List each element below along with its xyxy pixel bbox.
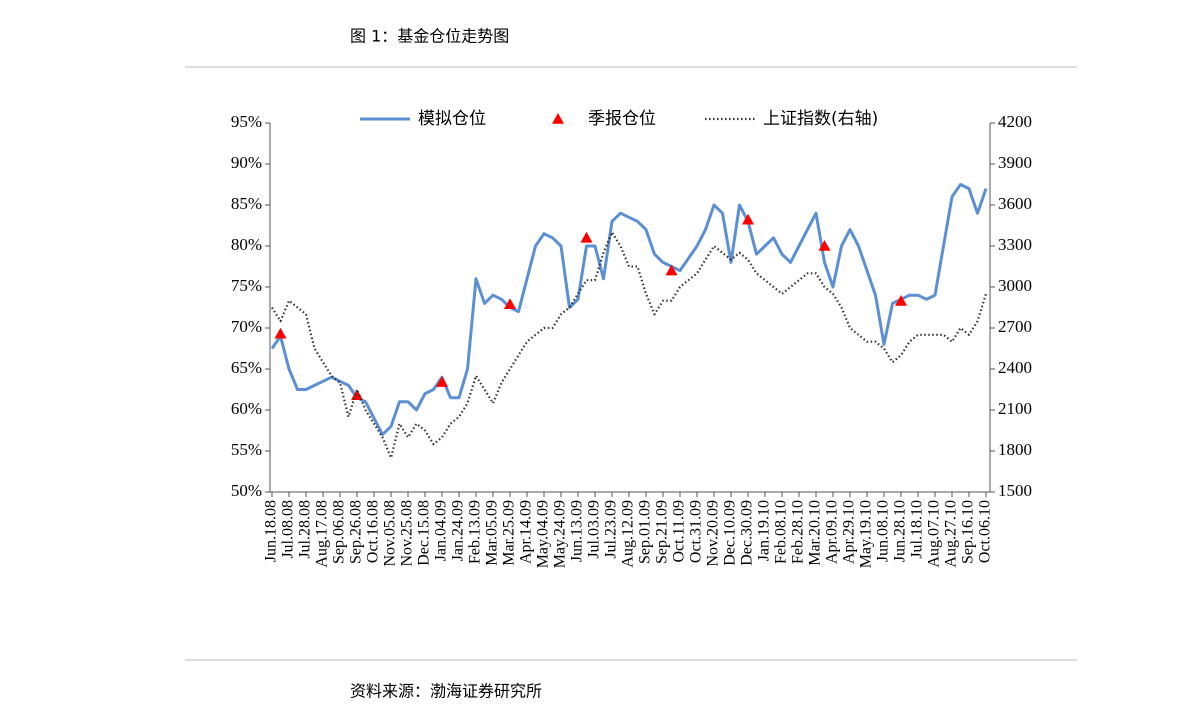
marker: [274, 327, 287, 339]
legend-label: 上证指数(右轴): [763, 109, 878, 129]
x-tick-label: Jun.18.08: [263, 500, 280, 562]
x-tick-label: Jul.28.08: [297, 500, 314, 559]
y-tick-label: 55%: [231, 440, 262, 459]
legend-label: 季报仓位: [588, 109, 656, 129]
source: 资料来源：渤海证券研究所: [350, 682, 542, 701]
x-tick-label: Feb.28.10: [790, 500, 807, 564]
y-tick-label: 70%: [231, 317, 262, 336]
y2-tick-label: 2400: [998, 358, 1032, 377]
y2-tick-label: 1500: [998, 481, 1032, 500]
y2-tick-label: 3300: [998, 235, 1032, 254]
y2-tick-label: 1800: [998, 440, 1032, 459]
marker: [818, 240, 831, 251]
marker: [351, 389, 363, 401]
y-tick-label: 60%: [231, 399, 262, 418]
x-tick-label: Jun.13.09: [569, 500, 586, 562]
marker: [504, 298, 516, 310]
y-tick-label: 95%: [231, 112, 262, 131]
x-tick-label: Oct.16.08: [365, 500, 382, 563]
y-tick-label: 80%: [231, 235, 262, 254]
x-tick-label: Jun.08.10: [875, 500, 892, 562]
x-tick-label: Nov.25.08: [399, 500, 416, 567]
y-tick-label: 50%: [231, 481, 262, 500]
y-tick-label: 75%: [231, 276, 262, 295]
x-tick-label: Oct.06.10: [977, 500, 994, 563]
x-tick-label: Feb.13.09: [467, 500, 484, 564]
x-tick-label: Oct.31.09: [688, 500, 705, 563]
y-tick-label: 90%: [231, 153, 262, 172]
x-tick-label: Feb.08.10: [773, 500, 790, 564]
x-tick-label: May.04.09: [535, 500, 552, 568]
y2-tick-label: 4200: [998, 112, 1032, 131]
y-tick-label: 65%: [231, 358, 262, 377]
x-tick-label: Aug.07.10: [926, 500, 943, 568]
y-tick-label: 85%: [231, 194, 262, 213]
x-tick-label: Sep.01.09: [637, 500, 654, 564]
x-tick-label: Jul.08.08: [280, 500, 297, 559]
x-tick-label: Jan.24.09: [450, 500, 467, 561]
marker: [895, 294, 907, 306]
legend-label: 模拟仓位: [418, 109, 486, 129]
x-tick-label: May.24.09: [552, 500, 569, 568]
x-tick-label: Aug.12.09: [620, 500, 637, 568]
marker: [742, 213, 754, 225]
x-tick-label: Sep.21.09: [654, 500, 671, 564]
x-tick-label: Jan.19.10: [756, 500, 773, 561]
x-tick-label: Mar.20.10: [807, 500, 824, 566]
x-tick-label: Nov.05.08: [382, 500, 399, 567]
x-tick-label: Apr.09.10: [824, 500, 841, 564]
marker: [580, 231, 593, 243]
x-tick-label: May.19.10: [858, 500, 875, 568]
x-tick-label: Dec.30.09: [739, 500, 756, 566]
y2-tick-label: 3600: [998, 194, 1032, 213]
x-tick-label: Apr.29.10: [841, 500, 858, 564]
x-tick-label: Sep.26.08: [348, 500, 365, 564]
y2-tick-label: 3900: [998, 153, 1032, 172]
x-tick-label: Jul.03.09: [586, 500, 603, 559]
y2-tick-label: 2100: [998, 399, 1032, 418]
y2-tick-label: 3000: [998, 276, 1032, 295]
x-tick-label: Apr.14.09: [518, 500, 535, 564]
x-tick-label: Mar.05.09: [484, 500, 501, 566]
x-tick-label: Jul.18.10: [909, 500, 926, 559]
y2-tick-label: 2700: [998, 317, 1032, 336]
marker: [436, 376, 448, 387]
legend-marker: [552, 113, 564, 124]
x-tick-label: Dec.10.09: [722, 500, 739, 566]
series-line: [270, 183, 988, 437]
x-tick-label: Nov.20.09: [705, 500, 722, 567]
series-line: [271, 231, 988, 459]
x-tick-label: Dec.15.08: [416, 500, 433, 566]
x-tick-label: Sep.16.10: [960, 500, 977, 564]
x-tick-label: Jan.04.09: [433, 500, 450, 561]
marker: [665, 264, 678, 276]
x-tick-label: Jun.28.10: [892, 500, 909, 562]
x-tick-label: Mar.25.09: [501, 500, 518, 566]
x-tick-label: Aug.17.08: [314, 500, 331, 568]
x-tick-label: Oct.11.09: [671, 500, 688, 563]
x-tick-label: Jul.23.09: [603, 500, 620, 559]
x-tick-label: Aug.27.10: [943, 500, 960, 568]
caption: 图 1：基金仓位走势图: [350, 27, 509, 46]
x-tick-label: Sep.06.08: [331, 500, 348, 564]
